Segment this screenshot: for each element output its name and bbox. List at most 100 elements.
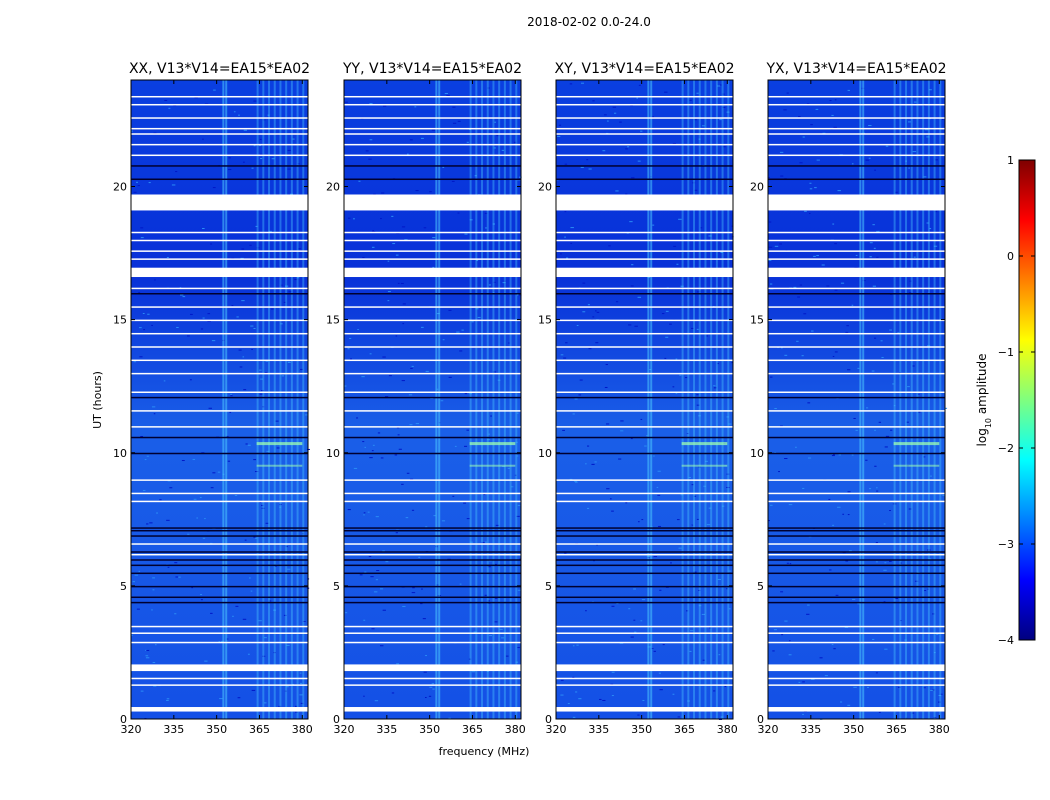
- dark-row: [131, 535, 308, 537]
- heatmap-cell: [466, 429, 470, 431]
- heatmap-cell: [610, 683, 614, 685]
- heatmap-cell: [675, 392, 678, 394]
- masked-block: [131, 267, 308, 278]
- heatmap-cell: [698, 138, 701, 140]
- heatmap-cell: [581, 82, 585, 84]
- flagged-row: [556, 391, 733, 394]
- heatmap-cell: [517, 589, 522, 591]
- heatmap-cell: [713, 387, 717, 389]
- heatmap-cell: [466, 518, 470, 520]
- heatmap-cell: [774, 407, 777, 409]
- heatmap-cell: [187, 533, 190, 535]
- rfi-channel: [893, 80, 896, 719]
- panel-xx: XX, V13*V14=EA15*EA02 320 335 350 365 380 0 5 10…: [113, 61, 313, 736]
- heatmap-cell: [672, 386, 675, 388]
- heatmap-cell: [798, 681, 801, 683]
- heatmap-cell: [611, 695, 614, 697]
- heatmap-cell: [481, 542, 485, 544]
- dark-row: [556, 529, 733, 532]
- heatmap-cell: [883, 601, 886, 603]
- masked-block: [768, 267, 945, 278]
- heatmap-cell: [279, 506, 282, 508]
- dark-row: [344, 436, 521, 439]
- heatmap-cell: [166, 257, 169, 259]
- heatmap-cell: [808, 212, 811, 214]
- flagged-row: [556, 306, 733, 308]
- heatmap-cell: [706, 524, 711, 526]
- dark-row: [344, 396, 521, 399]
- heatmap-cell: [653, 556, 658, 558]
- heatmap-cell: [772, 650, 775, 652]
- heatmap-cell: [464, 445, 468, 447]
- x-tick-label: 365: [249, 723, 270, 736]
- flagged-row: [131, 127, 308, 130]
- heatmap-cell: [391, 215, 394, 217]
- heatmap-cell: [349, 337, 352, 339]
- heatmap-cell: [142, 313, 145, 315]
- heatmap-cell: [587, 304, 590, 306]
- flagged-row: [768, 500, 945, 503]
- heatmap-cell: [869, 256, 872, 258]
- heatmap-cell: [230, 395, 233, 397]
- heatmap-cell: [144, 717, 147, 719]
- heatmap-cell: [873, 247, 876, 249]
- heatmap-cell: [255, 537, 258, 539]
- heatmap-cell: [484, 212, 488, 214]
- dark-row: [768, 178, 945, 181]
- heatmap-cell: [588, 348, 592, 350]
- heatmap-cell: [204, 660, 208, 662]
- heatmap-cell: [657, 470, 661, 472]
- heatmap-cell: [371, 231, 376, 233]
- heatmap-cell: [517, 504, 521, 506]
- dark-row: [768, 396, 945, 399]
- dark-row: [131, 293, 308, 295]
- heatmap-cell: [837, 190, 841, 192]
- heatmap-cell: [469, 393, 473, 395]
- flagged-row: [131, 306, 308, 308]
- heatmap-cell: [451, 180, 455, 182]
- flagged-row: [344, 319, 521, 322]
- dark-row: [556, 585, 733, 588]
- heatmap-cell: [774, 452, 777, 454]
- heatmap-cell: [516, 294, 520, 296]
- x-tick-label: 350: [631, 723, 652, 736]
- heatmap-cell: [798, 116, 801, 118]
- heatmap-cell: [773, 629, 777, 631]
- heatmap-cell: [569, 83, 573, 85]
- flagged-row: [556, 372, 733, 375]
- heatmap-cell: [133, 361, 137, 363]
- heatmap-cell: [697, 291, 701, 293]
- heatmap-cell: [809, 188, 813, 190]
- flagged-row: [556, 426, 733, 428]
- dark-row: [131, 529, 308, 532]
- heatmap-cell: [786, 92, 789, 94]
- heatmap-cell: [397, 434, 400, 436]
- heatmap-cell: [468, 658, 472, 660]
- heatmap-cell: [853, 686, 857, 688]
- panel-xy: XY, V13*V14=EA15*EA02 320 335 350 365 380 0 5 10…: [538, 61, 738, 736]
- heatmap-cell: [768, 259, 772, 261]
- heatmap-cell: [923, 176, 927, 178]
- heatmap-cell: [193, 498, 197, 500]
- masked-block: [556, 194, 733, 211]
- heatmap-cell: [281, 375, 285, 377]
- dark-row: [131, 596, 308, 599]
- heatmap-cell: [363, 512, 366, 514]
- heatmap-cell: [145, 657, 150, 659]
- heatmap-cell: [372, 444, 375, 446]
- heatmap-cell: [618, 458, 622, 460]
- heatmap-cell: [415, 190, 419, 192]
- heatmap-cell: [190, 313, 193, 315]
- rfi-burst: [893, 464, 940, 467]
- heatmap-cell: [448, 717, 451, 719]
- heatmap-cell: [363, 514, 365, 516]
- heatmap-cell: [629, 221, 633, 223]
- heatmap-cell: [871, 370, 875, 372]
- heatmap-cell: [362, 441, 365, 443]
- heatmap-cell: [178, 576, 181, 578]
- heatmap-cell: [923, 590, 927, 592]
- heatmap-cell: [884, 562, 887, 564]
- dark-row: [768, 527, 945, 529]
- heatmap-cell: [784, 458, 788, 460]
- masked-block: [344, 707, 521, 712]
